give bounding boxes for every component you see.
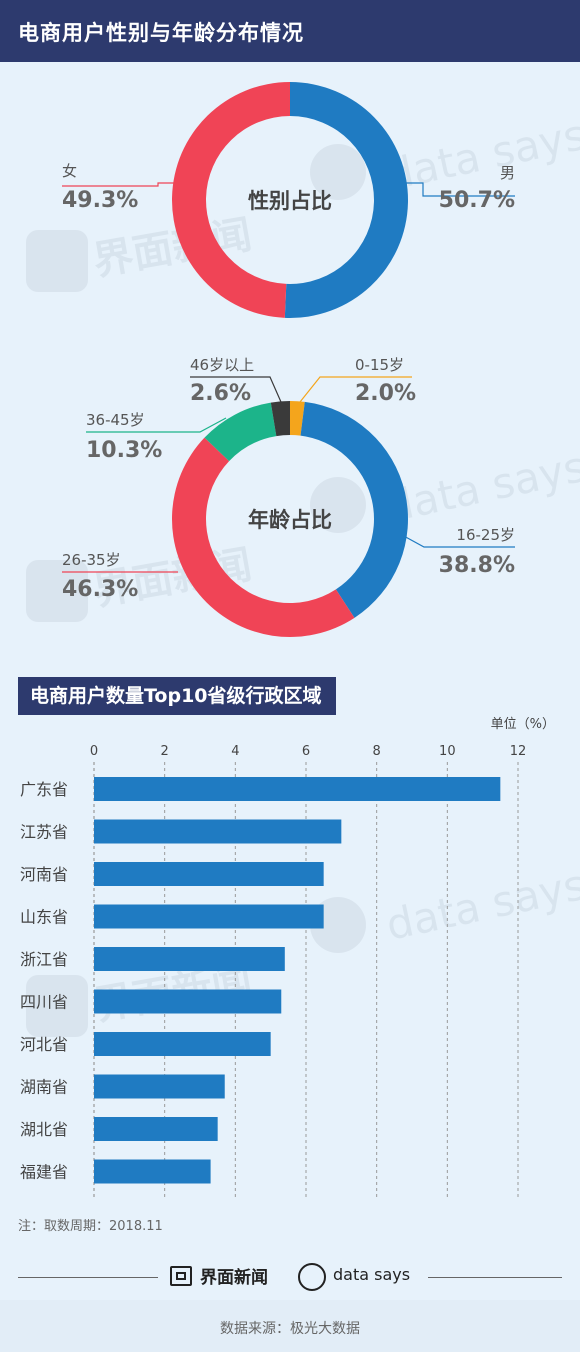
bar-0 [94, 777, 501, 801]
age-0-15-label: 0-15岁 [355, 356, 404, 374]
bar-7 [94, 1074, 225, 1099]
age-16-25-label: 16-25岁 [456, 526, 515, 544]
age-slice-3 [204, 402, 277, 462]
watermark-logo-icon [26, 560, 88, 622]
gender-slice-1 [171, 82, 290, 318]
source-text: 数据来源：极光大数据 [220, 1321, 360, 1337]
age-slice-2 [172, 437, 355, 637]
page-title: 电商用户性别与年龄分布情况 [18, 21, 304, 45]
female-leader-line [62, 182, 175, 187]
bar-category-label: 广东省 [20, 780, 68, 799]
bar-category-label: 河南省 [20, 865, 68, 884]
bar-x-tick-label: 6 [302, 744, 310, 759]
gender-center-label: 性别占比 [248, 189, 332, 213]
watermark-en-text: data says [382, 442, 580, 532]
female-label: 女 [62, 162, 77, 180]
gender-slice-0 [284, 82, 408, 319]
age-donut-chart: 年龄占比 0-15岁 2.0% 16-25岁 38.8% 26-35岁 46.3… [62, 356, 515, 637]
bar-x-tick-label: 8 [373, 744, 381, 759]
footer-brand-en: data says [333, 1265, 411, 1284]
watermark-ds-icon [310, 897, 366, 953]
age-46-plus-label: 46岁以上 [190, 356, 254, 374]
age-16-25-leader-line [401, 534, 515, 548]
footer-divider-right [428, 1277, 562, 1278]
header-bar: 电商用户性别与年龄分布情况 [0, 0, 580, 62]
age-26-35-value: 46.3% [62, 577, 138, 602]
bar-x-tick-label: 4 [231, 744, 239, 759]
bar-4 [94, 947, 285, 971]
age-36-45-value: 10.3% [86, 438, 162, 463]
bar-category-label: 山东省 [20, 908, 68, 927]
age-0-15-value: 2.0% [355, 381, 416, 406]
bar-category-label: 江苏省 [20, 823, 68, 842]
bar-6 [94, 1032, 271, 1056]
bar-unit-label: 单位（%） [491, 717, 555, 732]
bar-x-tick-label: 10 [439, 744, 456, 759]
age-slice-1 [300, 401, 409, 618]
age-36-45-label: 36-45岁 [86, 411, 145, 429]
male-label: 男 [500, 164, 515, 182]
footer-divider-left [18, 1277, 158, 1278]
watermark-ds-icon [310, 477, 366, 533]
bar-x-tick-label: 0 [90, 744, 98, 759]
bar-1 [94, 819, 342, 844]
bar-3 [94, 904, 324, 929]
age-slice-0 [290, 401, 305, 436]
bar-category-label: 福建省 [20, 1163, 68, 1182]
bar-category-label: 浙江省 [20, 950, 68, 969]
age-46-plus-value: 2.6% [190, 381, 251, 406]
footer-brand-cn: 界面新闻 [200, 1268, 268, 1288]
male-value: 50.7% [439, 188, 515, 213]
bar-9 [94, 1159, 211, 1184]
bar-8 [94, 1117, 218, 1141]
bar-section-title: 电商用户数量Top10省级行政区域 [18, 677, 336, 715]
bar-x-tick-label: 2 [161, 744, 169, 759]
jiemian-logo-icon [170, 1266, 192, 1286]
bar-5 [94, 989, 282, 1014]
watermark-logo-icon [26, 230, 88, 292]
age-slice-4 [270, 401, 290, 437]
watermark-en-text: data says [382, 860, 580, 950]
bar-x-tick-label: 12 [510, 744, 527, 759]
male-leader-line [405, 182, 515, 197]
watermark-ds-icon [310, 144, 366, 200]
age-36-45-leader-line [86, 417, 227, 433]
bar-category-label: 湖南省 [20, 1078, 68, 1097]
gender-donut-chart: 性别占比 男 50.7% 女 49.3% [62, 82, 515, 319]
province-bar-chart: 单位（%） 0 2 4 6 8 10 12 广东省江苏省河南省山东省浙江省四川省河北省湖南省… [20, 717, 555, 1200]
female-value: 49.3% [62, 188, 138, 213]
age-16-25-value: 38.8% [439, 553, 515, 578]
age-46-plus-leader-line [190, 376, 282, 403]
note-text: 注：取数周期：2018.11 [18, 1219, 163, 1234]
watermark-en-text: data says [382, 110, 580, 200]
bar-category-label: 河北省 [20, 1035, 68, 1054]
bar-2 [94, 862, 324, 886]
bar-category-label: 湖北省 [20, 1120, 68, 1139]
watermark-logo-icon [26, 975, 88, 1037]
bar-category-label: 四川省 [20, 993, 68, 1012]
age-26-35-label: 26-35岁 [62, 551, 121, 569]
age-center-label: 年龄占比 [248, 508, 332, 532]
data-says-logo-icon [298, 1263, 326, 1291]
age-0-15-leader-line [299, 376, 412, 403]
footer-band [0, 1300, 580, 1352]
